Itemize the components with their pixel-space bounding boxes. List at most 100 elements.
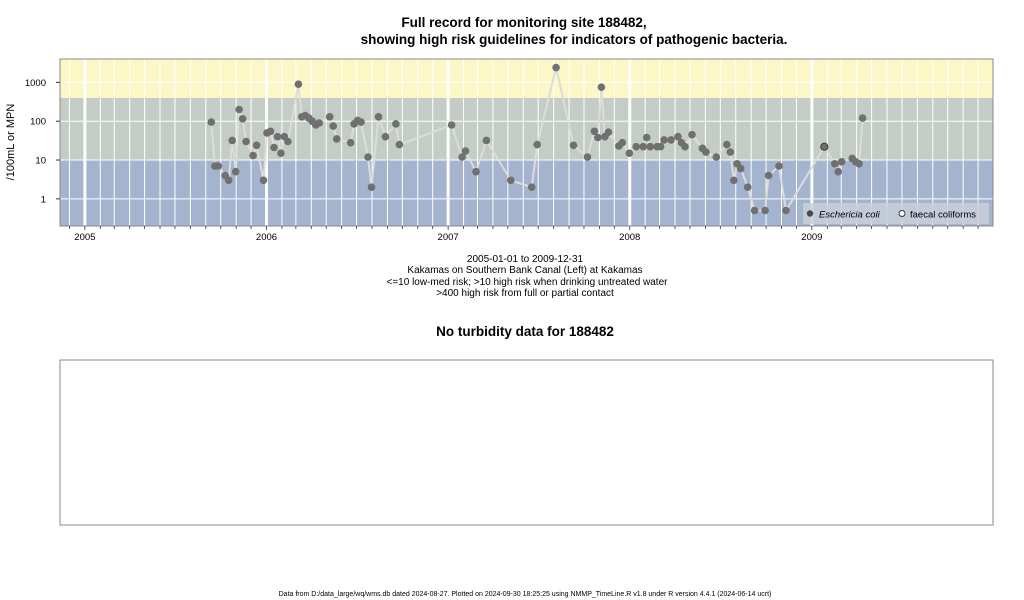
- ecoli-point-36: [374, 113, 383, 121]
- legend-faecal-coliforms-label: faecal coliforms: [910, 210, 976, 221]
- ecoli-point-26: [315, 119, 324, 127]
- x-tick-label-0: 2005: [74, 232, 95, 243]
- ecoli-point-76: [730, 176, 738, 185]
- ecoli-point-81: [761, 206, 769, 215]
- plot-border: [59, 58, 994, 227]
- ecoli-point-8: [238, 115, 247, 123]
- ecoli-point-45: [507, 176, 515, 185]
- ecoli-point-41: [458, 153, 466, 161]
- ecoli-point-92: [858, 114, 867, 122]
- ecoli-point-73: [712, 153, 721, 161]
- ecoli-point-80: [750, 206, 759, 215]
- ecoli-point-65: [660, 136, 668, 144]
- x-tick-label-4: 2009: [801, 232, 822, 243]
- faecal-coliform-points: [820, 142, 829, 151]
- ecoli-point-11: [252, 141, 261, 150]
- ecoli-point-12: [259, 176, 268, 185]
- ecoli-point-30: [346, 138, 355, 147]
- ecoli-point-47: [533, 140, 541, 149]
- ecoli-point-14: [266, 127, 275, 136]
- caption-site: Kakamas on Southern Bank Canal (Left) at…: [407, 265, 642, 276]
- ecoli-point-72: [702, 148, 710, 156]
- ecoli-point-39: [395, 140, 404, 149]
- legend: Eschericia coli faecal coliforms: [803, 203, 989, 224]
- ecoli-point-29: [332, 135, 341, 143]
- y-tick-label-0: 1: [41, 194, 46, 205]
- ecoli-point-91: [855, 160, 863, 168]
- x-tick-label-1: 2006: [256, 232, 277, 243]
- ecoli-point-74: [723, 140, 731, 149]
- legend-ecoli-label: Eschericia coli: [819, 210, 881, 221]
- ecoli-point-9: [242, 137, 250, 146]
- legend-ecoli-marker: [806, 210, 814, 217]
- plot-area: [59, 58, 994, 227]
- ecoli-point-28: [329, 122, 338, 130]
- ecoli-point-44: [482, 136, 491, 145]
- caption-risk-low: <=10 low-med risk; >10 high risk when dr…: [387, 277, 669, 288]
- ecoli-point-19: [284, 137, 292, 146]
- ecoli-point-52: [594, 133, 602, 142]
- risk-bands: [60, 59, 993, 226]
- turbidity-title: No turbidity data for 188482: [436, 324, 614, 339]
- chart-title-line2: showing high risk guidelines for indicat…: [361, 32, 788, 47]
- ecoli-point-38: [392, 120, 400, 128]
- ecoli-point-17: [277, 149, 285, 157]
- caption-risk-high: >400 high risk from full or partial cont…: [436, 288, 614, 299]
- ecoli-point-2: [214, 162, 222, 170]
- ecoli-point-82: [764, 171, 773, 180]
- ecoli-point-0: [207, 118, 216, 126]
- turbidity-plot-area: [59, 359, 994, 526]
- ecoli-point-88: [837, 158, 846, 166]
- ecoli-point-16: [273, 132, 282, 141]
- ecoli-point-69: [681, 142, 689, 151]
- risk-band-1: [60, 97, 993, 161]
- ecoli-point-79: [743, 183, 752, 191]
- ecoli-point-43: [472, 167, 480, 176]
- legend-faecal-coliforms-marker: [898, 210, 906, 217]
- y-tick-label-3: 1000: [25, 78, 46, 89]
- ecoli-point-62: [646, 142, 654, 151]
- ecoli-point-51: [590, 127, 599, 136]
- faecal-coliform-point-0: [820, 142, 829, 151]
- x-tick-label-3: 2008: [619, 232, 640, 243]
- ecoli-point-37: [381, 132, 390, 141]
- ecoli-point-7: [235, 105, 243, 114]
- y-axis: 1 10 100 1000: [25, 78, 60, 205]
- y-axis-label: /100mL or MPN: [5, 104, 17, 181]
- ecoli-point-70: [688, 130, 696, 139]
- y-tick-label-1: 10: [35, 156, 46, 167]
- ecoli-point-58: [625, 149, 634, 157]
- grid-lines: [60, 59, 993, 226]
- ecoli-point-46: [527, 183, 536, 191]
- ecoli-point-49: [569, 141, 578, 150]
- ecoli-point-61: [642, 133, 651, 142]
- ecoli-point-75: [726, 148, 735, 156]
- ecoli-point-34: [364, 153, 372, 161]
- risk-band-2: [60, 59, 993, 98]
- ecoli-point-67: [674, 132, 682, 141]
- x-axis: 2005 2006 2007 2008 2009: [69, 226, 979, 243]
- ecoli-point-66: [667, 136, 675, 144]
- ecoli-point-42: [461, 147, 470, 155]
- x-tick-label-2: 2007: [438, 232, 459, 243]
- ecoli-point-6: [231, 167, 240, 176]
- ecoli-point-4: [224, 176, 233, 185]
- ecoli-point-53: [597, 83, 606, 91]
- ecoli-point-85: [820, 142, 829, 151]
- ecoli-point-60: [639, 142, 647, 151]
- footer-note: Data from D:/data_large/wq/wms.db dated …: [279, 591, 772, 598]
- ecoli-points: [207, 63, 867, 215]
- ecoli-point-86: [831, 160, 839, 168]
- ecoli-point-50: [583, 153, 592, 161]
- ecoli-point-87: [834, 167, 842, 176]
- ecoli-point-40: [447, 121, 456, 129]
- ecoli-point-15: [270, 143, 278, 152]
- ecoli-point-78: [736, 164, 745, 173]
- ecoli-point-57: [618, 138, 627, 147]
- chart-title-line1: Full record for monitoring site 188482,: [401, 15, 646, 30]
- ecoli-point-55: [604, 128, 613, 136]
- ecoli-point-35: [367, 183, 376, 191]
- ecoli-point-27: [325, 113, 334, 121]
- ecoli-point-20: [294, 80, 303, 88]
